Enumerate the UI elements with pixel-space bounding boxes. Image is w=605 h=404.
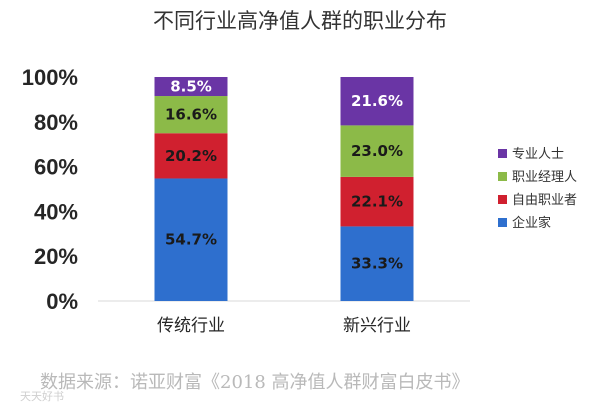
legend-label: 企业家: [512, 215, 551, 231]
legend-label: 专业人士: [512, 147, 564, 162]
y-tick-label: 80%: [34, 110, 78, 135]
y-tick-label: 100%: [22, 65, 78, 90]
legend-swatch: [498, 195, 507, 204]
legend-swatch: [498, 149, 507, 158]
data-label: 16.6%: [165, 106, 217, 124]
legend-label: 职业经理人: [512, 170, 577, 185]
data-label: 22.1%: [351, 193, 403, 211]
bar-segment: [340, 77, 414, 126]
legend-swatch: [498, 172, 507, 181]
y-tick-label: 40%: [34, 199, 78, 224]
chart-title: 不同行业高净值人群的职业分布: [153, 9, 447, 33]
watermark: 天天好书: [20, 389, 64, 403]
x-tick-label: 新兴行业: [343, 316, 411, 336]
data-label: 21.6%: [351, 92, 403, 110]
y-tick-label: 0%: [46, 289, 78, 314]
x-tick-label: 传统行业: [157, 316, 225, 336]
bar-segment: [154, 96, 228, 134]
data-label: 20.2%: [165, 147, 217, 165]
bar-segment: [340, 125, 414, 177]
y-tick-label: 20%: [34, 244, 78, 269]
bar-segment: [340, 176, 414, 227]
bar-segment: [340, 226, 414, 301]
data-label: 23.0%: [351, 142, 403, 160]
legend-swatch: [498, 218, 507, 227]
bar-segment: [154, 77, 228, 97]
data-source-note: 数据来源：诺亚财富《2018 高净值人群财富白皮书》: [40, 372, 470, 393]
bar-segment: [154, 133, 228, 179]
data-label: 54.7%: [165, 231, 217, 249]
legend-label: 自由职业者: [512, 193, 577, 208]
data-label: 8.5%: [170, 78, 212, 96]
y-tick-label: 60%: [34, 155, 78, 180]
bar-segment: [154, 178, 228, 301]
data-label: 33.3%: [351, 255, 403, 273]
